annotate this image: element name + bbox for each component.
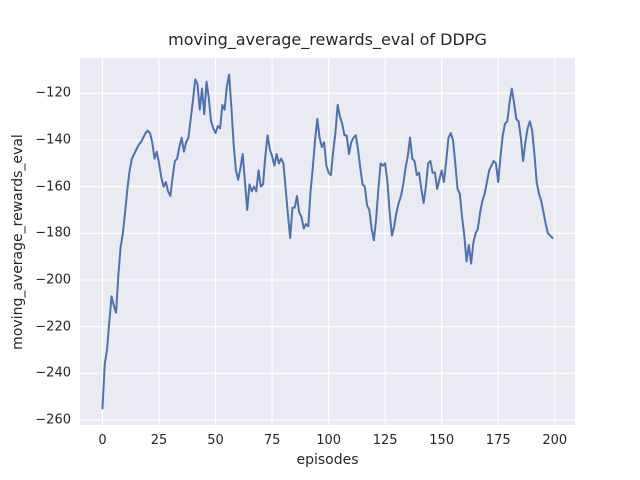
chart-title: moving_average_rewards_eval of DDPG — [168, 30, 487, 49]
y-axis-label: moving_average_rewards_eval — [10, 134, 26, 350]
axes-background — [80, 58, 575, 425]
x-tick-label: 25 — [150, 433, 168, 448]
x-tick-label: 100 — [316, 433, 342, 448]
x-tick-label: 125 — [372, 433, 398, 448]
y-tick-label: −220 — [35, 319, 71, 335]
y-tick-label: −240 — [35, 365, 71, 381]
x-tick-label: 200 — [542, 433, 568, 448]
x-tick-label: 150 — [429, 433, 455, 448]
x-tick-label: 50 — [207, 433, 224, 448]
y-tick-label: −260 — [35, 412, 71, 428]
y-tick-label: −200 — [35, 272, 71, 288]
x-tick-label: 0 — [98, 433, 107, 448]
x-axis-label: episodes — [296, 452, 359, 468]
y-tick-label: −140 — [35, 132, 71, 148]
series-line-moving_average_rewards_eval — [101, 73, 554, 410]
y-tick-label: −120 — [35, 85, 71, 101]
y-tick-label: −180 — [35, 225, 71, 241]
plot-area — [80, 58, 575, 425]
y-tick-label: −160 — [35, 179, 71, 195]
x-tick-label: 175 — [485, 433, 511, 448]
x-tick-label: 75 — [263, 433, 281, 448]
